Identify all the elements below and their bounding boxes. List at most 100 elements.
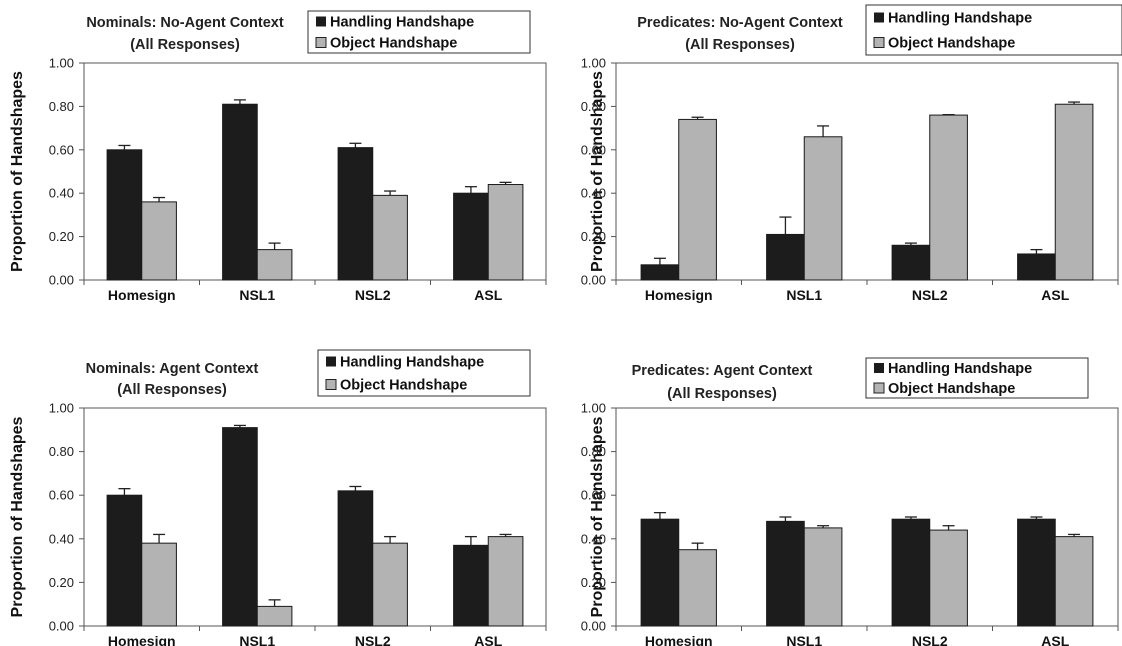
bar-handling-homesign	[106, 149, 143, 281]
y-tick-label: 0.20	[581, 229, 606, 244]
y-tick-label: 1.00	[581, 401, 606, 416]
x-tick-label: NSL2	[355, 633, 391, 646]
bar-object-nsl2	[929, 114, 968, 281]
legend: Handling Handshape Object Handshape	[865, 4, 1122, 56]
bar-object-nsl1	[803, 527, 843, 627]
y-axis-label: Proportion of Handshapes	[9, 416, 26, 617]
y-tick-label: 0.40	[49, 531, 74, 546]
y-tick-label: 0.60	[581, 488, 606, 503]
bar-object-asl	[487, 536, 524, 627]
legend-label-handling: Handling Handshape	[888, 361, 1032, 377]
x-tick-label: NSL1	[239, 633, 275, 646]
bar-object-asl	[1054, 536, 1094, 627]
bar-handling-asl	[1017, 518, 1056, 627]
x-tick-label: Homesign	[645, 633, 713, 646]
legend-label-object: Object Handshape	[340, 378, 467, 394]
legend-swatch-handling	[326, 356, 336, 367]
legend-box	[865, 4, 1122, 56]
y-tick-label: 0.40	[581, 531, 606, 546]
bar-handling-homesign	[106, 494, 143, 627]
legend-swatch-object	[315, 37, 327, 48]
y-tick-label: 0.60	[49, 142, 74, 157]
bar-handling-nsl2	[337, 490, 374, 627]
chart-title: Predicates: No-Agent Context	[637, 15, 843, 31]
y-tick-label: 0.80	[581, 444, 606, 459]
y-tick-label: 0.40	[49, 186, 74, 201]
x-tick-label: ASL	[474, 633, 502, 646]
legend-swatch-object	[325, 379, 337, 390]
y-tick-label: 0.20	[581, 575, 606, 590]
bar-object-nsl1	[256, 605, 293, 627]
legend-box	[317, 349, 531, 397]
y-tick-label: 0.80	[49, 99, 74, 114]
legend-label-object: Object Handshape	[330, 36, 457, 52]
legend-label-handling: Handling Handshape	[330, 15, 474, 31]
x-tick-label: NSL1	[786, 287, 822, 303]
y-axis-label: Proportion of Handshapes	[9, 71, 26, 272]
chart-title: Predicates: Agent Context	[632, 363, 813, 379]
y-axis-label: Proportion of Handshapes	[589, 416, 606, 617]
bar-object-homesign	[678, 549, 717, 627]
legend-label-handling: Handling Handshape	[340, 355, 484, 371]
x-tick-label: ASL	[1041, 287, 1069, 303]
bar-object-nsl2	[372, 542, 408, 627]
bar-handling-asl	[453, 192, 489, 281]
chart-subtitle: (All Responses)	[117, 382, 227, 398]
bar-handling-nsl1	[766, 233, 805, 281]
y-tick-label: 0.80	[49, 444, 74, 459]
y-tick-label: 0.00	[581, 619, 606, 634]
x-tick-label: NSL2	[912, 633, 948, 646]
chart-panel-3: Predicates: Agent Context (All Responses)…	[581, 357, 1119, 646]
y-tick-label: 0.40	[581, 186, 606, 201]
legend-box	[307, 10, 531, 54]
x-tick-label: NSL2	[912, 287, 948, 303]
chart-panel-0: Nominals: No-Agent Context (All Responses…	[9, 10, 547, 303]
chart-title: Nominals: No-Agent Context	[86, 15, 284, 31]
legend: Handling Handshape Object Handshape	[317, 349, 531, 397]
legend-swatch-object	[873, 37, 885, 48]
legend-swatch-handling	[874, 363, 884, 373]
chart-panel-1: Predicates: No-Agent Context (All Respons…	[581, 4, 1122, 303]
chart-panel-2: Nominals: Agent Context (All Responses) Ha…	[9, 349, 547, 646]
bar-object-nsl1	[803, 136, 843, 281]
x-tick-label: Homesign	[645, 287, 713, 303]
legend: Handling Handshape Object Handshape	[307, 10, 531, 54]
legend: Handling Handshape Object Handshape	[865, 357, 1089, 399]
y-tick-label: 0.80	[581, 99, 606, 114]
y-tick-label: 1.00	[49, 56, 74, 71]
x-tick-label: Homesign	[108, 633, 176, 646]
y-tick-label: 1.00	[581, 56, 606, 71]
x-tick-label: NSL2	[355, 287, 391, 303]
bar-handling-nsl2	[891, 244, 931, 281]
bar-object-homesign	[141, 542, 177, 627]
chart-subtitle: (All Responses)	[667, 386, 777, 402]
chart-title: Nominals: Agent Context	[86, 361, 259, 377]
bar-handling-homesign	[640, 518, 680, 627]
y-tick-label: 0.20	[49, 575, 74, 590]
legend-box	[865, 357, 1089, 399]
y-tick-label: 0.00	[49, 273, 74, 288]
bar-object-nsl1	[256, 249, 293, 281]
bar-handling-nsl1	[222, 427, 258, 627]
bar-handling-nsl2	[891, 518, 931, 627]
legend-label-object: Object Handshape	[888, 381, 1015, 397]
y-tick-label: 0.60	[49, 488, 74, 503]
y-tick-label: 0.20	[49, 229, 74, 244]
bar-handling-asl	[1017, 253, 1056, 281]
bar-object-nsl2	[929, 529, 968, 627]
y-axis-label: Proportion of Handshapes	[589, 71, 606, 272]
legend-label-object: Object Handshape	[888, 36, 1015, 52]
bar-handling-homesign	[640, 264, 680, 281]
y-tick-label: 0.00	[49, 619, 74, 634]
bar-handling-nsl1	[766, 520, 805, 627]
x-tick-label: NSL1	[239, 287, 275, 303]
bar-object-nsl2	[372, 194, 408, 281]
legend-label-handling: Handling Handshape	[888, 11, 1032, 27]
legend-swatch-handling	[316, 16, 326, 27]
x-tick-label: NSL1	[786, 633, 822, 646]
x-tick-label: ASL	[474, 287, 502, 303]
x-tick-label: Homesign	[108, 287, 176, 303]
bar-object-asl	[1054, 103, 1094, 281]
x-tick-label: ASL	[1041, 633, 1069, 646]
